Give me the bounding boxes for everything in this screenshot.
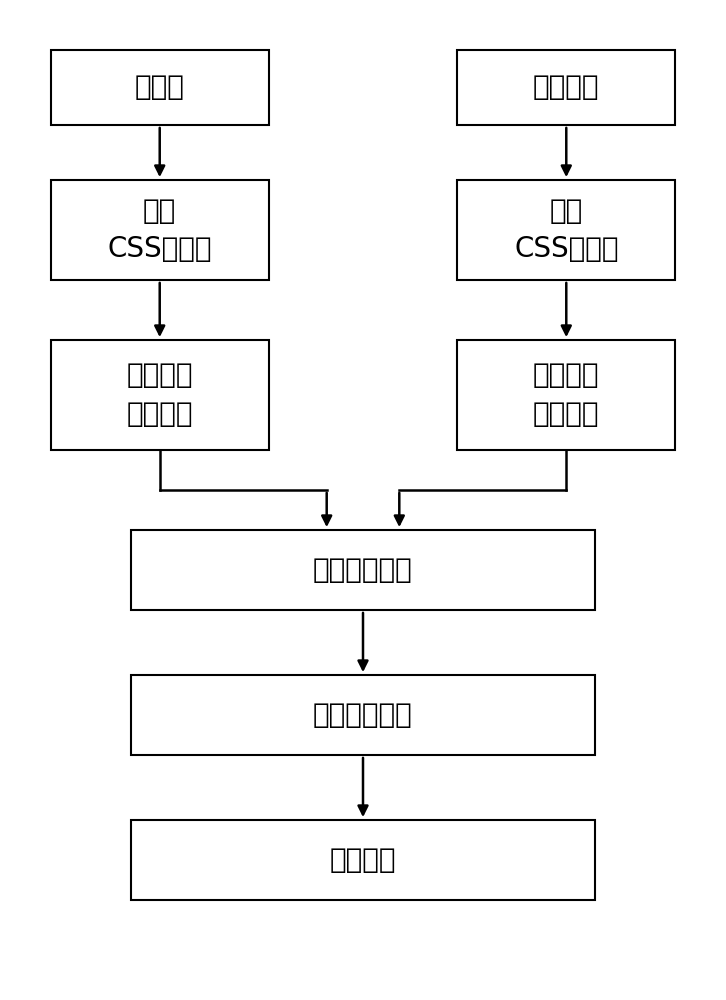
FancyBboxPatch shape: [51, 50, 269, 125]
FancyBboxPatch shape: [131, 530, 595, 610]
Text: 生成
CSS指纹图: 生成 CSS指纹图: [514, 196, 619, 263]
Text: 初始特征修正: 初始特征修正: [313, 556, 413, 584]
Text: 计算匹配代价: 计算匹配代价: [313, 701, 413, 729]
Text: 提取初始
指纹特征: 提取初始 指纹特征: [126, 361, 193, 428]
Text: 生成
CSS指纹图: 生成 CSS指纹图: [107, 196, 212, 263]
Text: 识别判决: 识别判决: [330, 846, 396, 874]
FancyBboxPatch shape: [457, 340, 675, 450]
Text: 提取初始
指纹特征: 提取初始 指纹特征: [533, 361, 600, 428]
Text: 参考谱: 参考谱: [135, 74, 184, 102]
FancyBboxPatch shape: [51, 340, 269, 450]
FancyBboxPatch shape: [457, 180, 675, 280]
FancyBboxPatch shape: [51, 180, 269, 280]
FancyBboxPatch shape: [131, 820, 595, 900]
FancyBboxPatch shape: [131, 675, 595, 755]
Text: 待识别谱: 待识别谱: [533, 74, 600, 102]
FancyBboxPatch shape: [457, 50, 675, 125]
